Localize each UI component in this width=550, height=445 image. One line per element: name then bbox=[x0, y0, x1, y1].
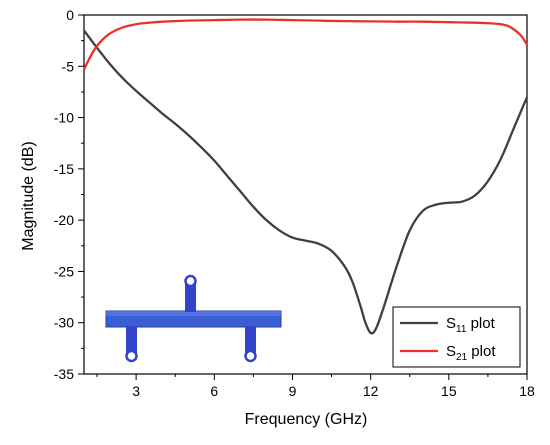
legend-box bbox=[392, 306, 521, 368]
legend: S11 plot S21 plot bbox=[392, 306, 521, 368]
y-tick-label: -10 bbox=[54, 110, 74, 126]
y-tick-label: -30 bbox=[54, 315, 74, 331]
y-tick-label: -5 bbox=[62, 58, 75, 74]
y-tick-label: -25 bbox=[54, 263, 74, 279]
y-tick-label: -15 bbox=[54, 161, 74, 177]
x-axis-label: Frequency (GHz) bbox=[245, 411, 368, 428]
x-tick-label: 3 bbox=[132, 383, 140, 399]
y-tick-label: -35 bbox=[54, 366, 74, 382]
legend-label-21: S21 plot bbox=[446, 343, 496, 363]
y-tick-label: -20 bbox=[54, 212, 74, 228]
x-tick-label: 15 bbox=[441, 383, 457, 399]
y-tick-label: 0 bbox=[66, 7, 74, 23]
series-line-11 bbox=[83, 29, 529, 335]
x-tick-label: 6 bbox=[210, 383, 218, 399]
series-line-21 bbox=[82, 18, 528, 70]
x-tick-label: 18 bbox=[519, 383, 535, 399]
axes: 3 6 9 12 15 18 0 -5 -10 -15 -20 -25 -30 -35 bbox=[54, 7, 535, 399]
x-tick-label: 12 bbox=[363, 383, 379, 399]
y-axis-label: Magnitude (dB) bbox=[20, 141, 37, 250]
filter-structure-inset bbox=[105, 274, 282, 363]
legend-label-11: S11 plot bbox=[446, 315, 496, 335]
series-lines bbox=[82, 18, 529, 335]
x-tick-label: 9 bbox=[289, 383, 297, 399]
